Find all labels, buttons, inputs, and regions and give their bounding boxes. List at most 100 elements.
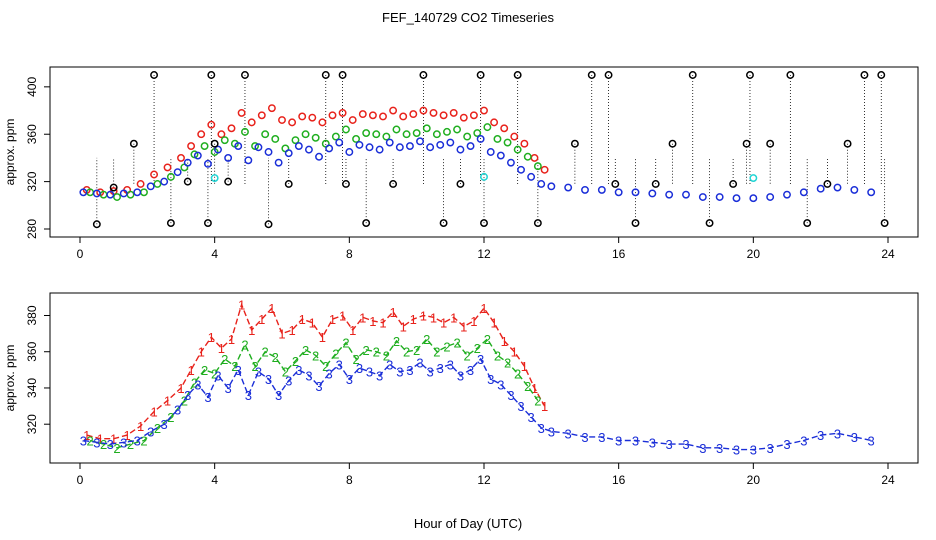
lower-point-marker-3: 3 (581, 430, 588, 445)
upper-data-point (480, 172, 488, 181)
upper-data-point (183, 158, 192, 167)
upper-data-point (786, 71, 795, 79)
upper-data-point (803, 219, 812, 228)
upper-data-point (200, 142, 209, 151)
lower-point-marker-3: 3 (632, 434, 639, 449)
upper-data-point (877, 71, 886, 79)
upper-data-point (483, 123, 492, 132)
lower-point-marker-1: 1 (299, 312, 306, 327)
lower-y-tick-label: 340 (25, 378, 39, 398)
upper-data-point (133, 188, 142, 197)
upper-x-tick-label: 20 (747, 247, 761, 261)
lower-point-marker-2: 2 (443, 339, 450, 354)
lower-point-marker-3: 3 (868, 434, 875, 449)
lower-point-marker-3: 3 (80, 434, 87, 449)
lower-point-marker-3: 3 (800, 434, 807, 449)
lower-point-marker-1: 1 (379, 316, 386, 331)
upper-data-point (523, 152, 532, 161)
lower-point-marker-2: 2 (211, 366, 218, 381)
lower-point-marker-3: 3 (214, 368, 221, 383)
lower-point-marker-2: 2 (201, 363, 208, 378)
upper-data-point (614, 188, 623, 197)
lower-point-marker-1: 1 (440, 316, 447, 331)
lower-point-marker-2: 2 (312, 348, 319, 363)
upper-data-point (426, 143, 435, 152)
lower-point-marker-2: 2 (221, 352, 228, 367)
upper-data-point (210, 139, 219, 148)
lower-point-marker-3: 3 (356, 361, 363, 376)
upper-data-point (382, 132, 391, 141)
lower-point-marker-1: 1 (430, 310, 437, 325)
upper-data-point (247, 118, 256, 127)
lower-point-marker-3: 3 (851, 430, 858, 445)
upper-data-point (392, 125, 401, 134)
lower-point-marker-1: 1 (329, 312, 336, 327)
lower-point-marker-3: 3 (565, 426, 572, 441)
upper-data-point (241, 127, 249, 136)
lower-x-tick-label: 16 (612, 473, 626, 487)
lower-point-marker-1: 1 (369, 314, 376, 329)
lower-point-marker-2: 2 (423, 332, 430, 347)
upper-data-point (284, 180, 293, 188)
lower-point-marker-3: 3 (120, 435, 127, 450)
upper-data-point (439, 219, 448, 228)
upper-data-point (395, 143, 404, 152)
lower-y-tick-label: 380 (25, 305, 39, 325)
upper-data-point (456, 180, 465, 188)
upper-data-point (379, 112, 387, 121)
upper-data-point (274, 158, 283, 167)
lower-point-marker-2: 2 (504, 356, 511, 371)
upper-data-point (321, 71, 330, 79)
lower-point-marker-3: 3 (427, 365, 434, 380)
upper-data-point (389, 106, 398, 115)
lower-point-marker-1: 1 (511, 345, 518, 360)
upper-data-point (513, 71, 522, 79)
upper-data-point (267, 104, 276, 113)
upper-data-point (799, 188, 808, 197)
lower-point-marker-1: 1 (490, 316, 497, 331)
upper-data-point (234, 142, 243, 151)
upper-data-point (362, 219, 371, 228)
lower-point-marker-3: 3 (275, 388, 282, 403)
upper-data-point (271, 135, 280, 143)
lower-x-tick-label: 4 (211, 473, 218, 487)
upper-data-point (570, 139, 579, 148)
lower-point-marker-2: 2 (484, 332, 491, 347)
lower-point-marker-3: 3 (750, 443, 757, 458)
upper-data-point (126, 190, 135, 199)
lower-x-tick-label: 8 (346, 473, 353, 487)
upper-data-point (163, 163, 172, 172)
lower-series-line-3 (83, 357, 872, 451)
upper-data-point (500, 124, 509, 133)
lower-point-marker-3: 3 (437, 361, 444, 376)
upper-data-point (631, 188, 640, 197)
upper-data-point (860, 71, 869, 79)
upper-data-point (436, 140, 445, 149)
upper-data-point (587, 71, 596, 79)
upper-data-point (766, 193, 775, 201)
upper-data-point (409, 110, 418, 119)
lower-point-marker-3: 3 (497, 377, 504, 392)
lower-point-marker-3: 3 (477, 352, 484, 367)
upper-data-point (564, 183, 573, 192)
upper-data-point (328, 111, 337, 120)
lower-point-marker-2: 2 (453, 336, 460, 351)
upper-data-point (533, 162, 542, 171)
upper-data-point (140, 188, 148, 197)
upper-data-point (732, 194, 741, 203)
upper-data-point (203, 219, 212, 228)
upper-data-point (183, 177, 192, 186)
lower-point-marker-3: 3 (326, 366, 333, 381)
upper-data-point (214, 145, 222, 154)
upper-data-point (469, 111, 478, 120)
upper-y-tick-label: 320 (25, 171, 39, 191)
upper-data-point (308, 113, 317, 122)
lower-point-marker-3: 3 (174, 403, 181, 418)
lower-point-marker-1: 1 (420, 308, 427, 323)
lower-point-marker-3: 3 (528, 410, 535, 425)
upper-data-point (402, 130, 411, 139)
lower-point-marker-1: 1 (531, 381, 538, 396)
lower-point-marker-2: 2 (302, 343, 309, 358)
upper-data-point (237, 108, 246, 117)
